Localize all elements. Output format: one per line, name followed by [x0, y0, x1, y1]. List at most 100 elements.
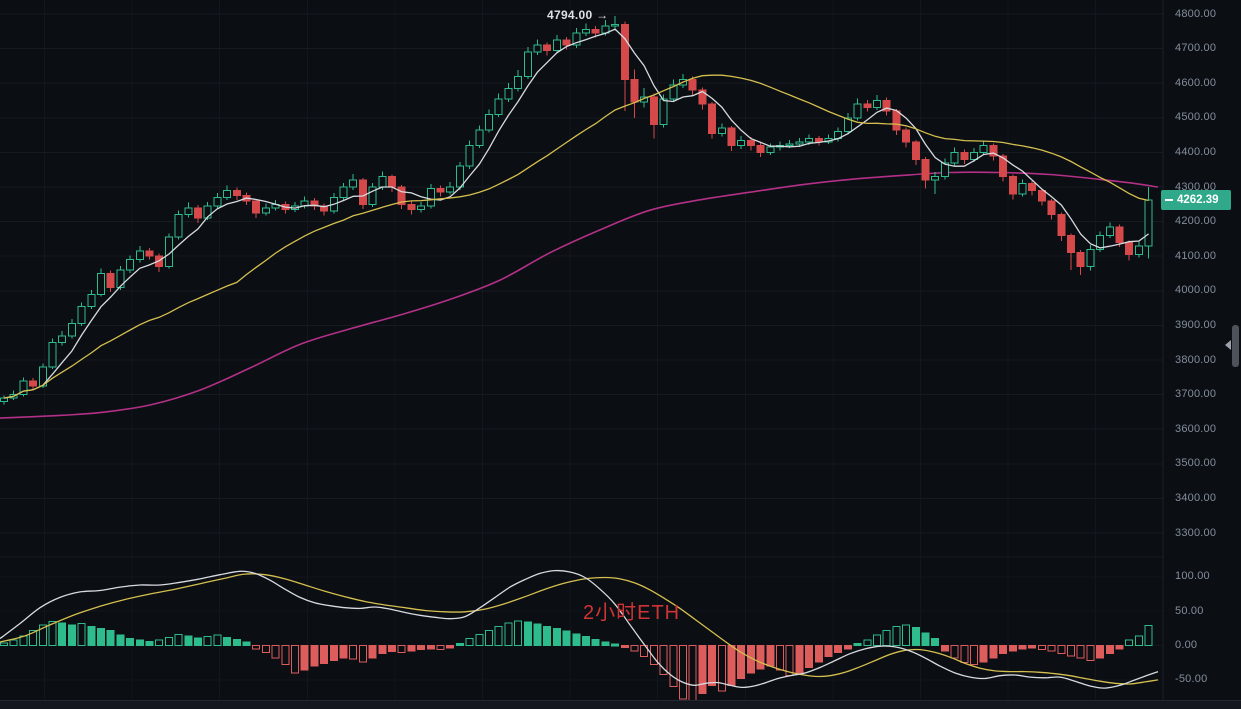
candle-body — [649, 96, 658, 126]
macd-bar — [126, 638, 135, 647]
macd-bar — [552, 627, 561, 647]
candle-body — [1028, 183, 1037, 191]
candle-body — [407, 203, 416, 210]
candle-body — [252, 200, 261, 214]
macd-bar — [436, 645, 445, 651]
macd-bar — [378, 645, 387, 655]
candle-body — [1047, 200, 1056, 216]
candle-body — [106, 273, 115, 288]
macd-bar — [67, 624, 76, 647]
candle-body — [737, 139, 746, 146]
candle-body — [611, 23, 620, 27]
candle-body — [378, 176, 387, 188]
candle-body — [1067, 234, 1075, 254]
macd-bar — [504, 622, 513, 646]
macd-bar — [630, 645, 639, 652]
macd-bar — [339, 645, 348, 659]
candle-body — [116, 269, 125, 288]
candle-body — [135, 250, 144, 261]
macd-bar — [795, 645, 804, 674]
price-tick-label: 3300.00 — [1175, 526, 1217, 539]
candle-body — [67, 323, 76, 337]
macd-bar — [911, 627, 920, 646]
macd-bar — [999, 645, 1008, 655]
candle-body — [911, 141, 920, 160]
candle-body — [698, 89, 707, 105]
macd-bar — [223, 636, 232, 646]
macd-bar — [329, 645, 338, 662]
macd-bar — [116, 634, 125, 647]
candle-body — [620, 23, 629, 81]
macd-bar — [1057, 645, 1066, 655]
macd-bar — [921, 632, 930, 646]
candle-body — [873, 100, 881, 108]
price-tick-label: 3600.00 — [1175, 422, 1217, 435]
macd-bar — [843, 645, 852, 650]
indicator-tick-label: 50.00 — [1175, 604, 1204, 617]
candle-body — [940, 162, 949, 178]
time-axis[interactable] — [0, 700, 1241, 709]
macd-bar — [388, 645, 396, 653]
macd-bar — [1067, 645, 1075, 657]
candle-body — [1076, 252, 1085, 268]
macd-bar — [455, 642, 464, 647]
macd-bar — [834, 645, 843, 653]
macd-bar — [892, 625, 901, 646]
candle-body — [979, 144, 988, 153]
price-tick-label: 3400.00 — [1175, 491, 1217, 504]
candle-body — [261, 207, 270, 214]
macd-fast-line — [0, 569, 1159, 689]
grid — [0, 0, 1164, 700]
candle-body — [514, 75, 523, 89]
candle-body — [1105, 226, 1114, 236]
chevron-left-icon — [1225, 340, 1231, 350]
candle-body — [892, 110, 901, 131]
candle-body — [310, 200, 319, 207]
macd-bar — [853, 642, 862, 647]
price-tick-label: 3900.00 — [1175, 318, 1217, 331]
candle-body — [446, 186, 455, 193]
macd-bar — [824, 645, 833, 657]
macd-bar — [271, 645, 280, 659]
macd-bar — [9, 639, 18, 647]
macd-bar — [38, 624, 47, 647]
macd-bar — [1134, 635, 1143, 647]
macd-bar — [620, 645, 629, 649]
candle-body — [756, 144, 765, 153]
candle-body — [543, 44, 552, 51]
macd-bar — [737, 645, 746, 679]
macd-bar — [164, 636, 173, 646]
candle-body — [349, 179, 358, 188]
macd-bar — [1144, 625, 1153, 647]
macd-bar — [533, 623, 542, 647]
macd-bar — [572, 633, 581, 646]
macd-bar — [232, 638, 241, 647]
candle-body — [1018, 183, 1027, 195]
candle-body — [29, 380, 38, 387]
macd-bar — [203, 636, 212, 646]
candle-body — [77, 305, 86, 325]
macd-bar — [756, 645, 765, 670]
macd-bar — [174, 634, 183, 646]
candle-body — [688, 79, 697, 91]
candle-body — [58, 335, 67, 344]
panel-collapse-handle[interactable] — [1225, 325, 1239, 367]
macd-bar — [950, 645, 959, 659]
price-tick-label: 4800.00 — [1175, 7, 1217, 20]
candle-body — [572, 32, 581, 46]
macd-bar — [649, 645, 658, 666]
macd-bar — [960, 645, 969, 664]
macd-bar — [1105, 645, 1114, 655]
candle-body — [485, 113, 493, 131]
candle-body — [475, 129, 484, 146]
macd-bar — [494, 625, 503, 646]
macd-bar — [1115, 645, 1124, 650]
macd-bar — [242, 641, 251, 647]
candle-body — [562, 39, 571, 46]
price-tick-label: 4400.00 — [1175, 145, 1217, 158]
candle-body — [805, 138, 814, 143]
candle-body — [1144, 199, 1153, 247]
last-price-value: 4262.39 — [1177, 194, 1219, 206]
